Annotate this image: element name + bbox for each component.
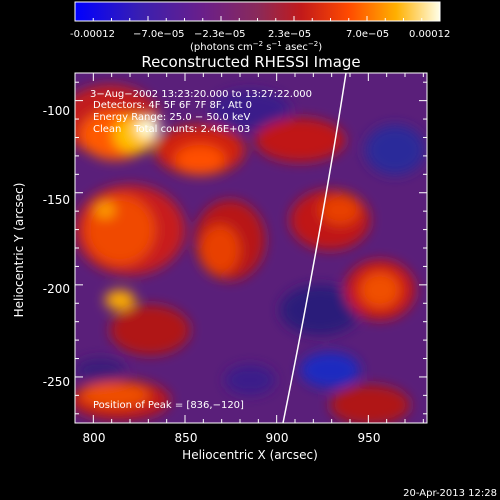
x-tick-label: 850: [175, 431, 198, 445]
x-tick-label: 950: [358, 431, 381, 445]
colorbar-tick-label: −7.0e−05: [133, 29, 185, 40]
plot-axes: [74, 72, 428, 424]
plot-title: Reconstructed RHESSI Image: [141, 53, 360, 71]
peak-position-label: Position of Peak = [836,−120]: [93, 400, 244, 411]
colorbar-tick-label: 7.0e−05: [346, 29, 389, 40]
y-tick-label: -200: [43, 282, 70, 296]
x-axis-label: Heliocentric X (arcsec): [182, 448, 318, 462]
colorbar-tick-label: 0.00012: [409, 29, 450, 40]
detectors-label: Detectors: 4F 5F 6F 7F 8F, Att 0: [93, 100, 252, 111]
colorbar-units-label: (photons cm−2 s−1 asec−2): [190, 40, 322, 53]
y-axis-label: Heliocentric Y (arcsec): [12, 183, 26, 318]
footer-timestamp: 20-Apr-2013 12:28: [403, 488, 497, 499]
energy-range-label: Energy Range: 25.0 − 50.0 keV: [93, 112, 250, 123]
y-tick-label: -150: [43, 193, 70, 207]
clean-counts-label: Clean Total counts: 2.46E+03: [93, 124, 250, 135]
colorbar-ticks: [74, 16, 441, 21]
annotations: 3−Aug−2002 13:23:20.000 to 13:27:22.000 …: [90, 89, 312, 411]
time-range-label: 3−Aug−2002 13:23:20.000 to 13:27:22.000: [90, 89, 312, 100]
colorbar-tick-label: 2.3e−05: [268, 29, 311, 40]
y-tick-label: -100: [43, 104, 70, 118]
x-tick-label: 900: [266, 431, 289, 445]
axis-ticks: [74, 73, 427, 423]
colorbar-tick-label: -0.00012: [70, 29, 115, 40]
y-tick-label: -250: [43, 375, 70, 389]
solar-limb-line: [282, 73, 347, 423]
x-tick-label: 800: [83, 431, 106, 445]
reconstructed-image: [75, 73, 427, 423]
colorbar: -0.00012 −7.0e−05 −2.3e−05 2.3e−05 7.0e−…: [70, 1, 450, 53]
colorbar-tick-label: −2.3e−05: [194, 29, 246, 40]
